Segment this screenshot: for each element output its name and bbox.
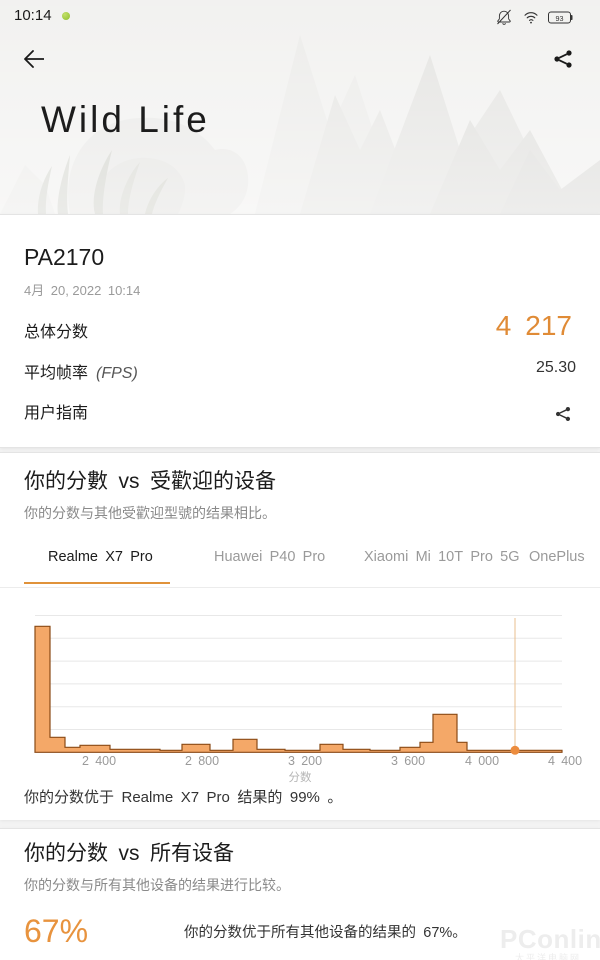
svg-text:93: 93 (556, 14, 564, 23)
